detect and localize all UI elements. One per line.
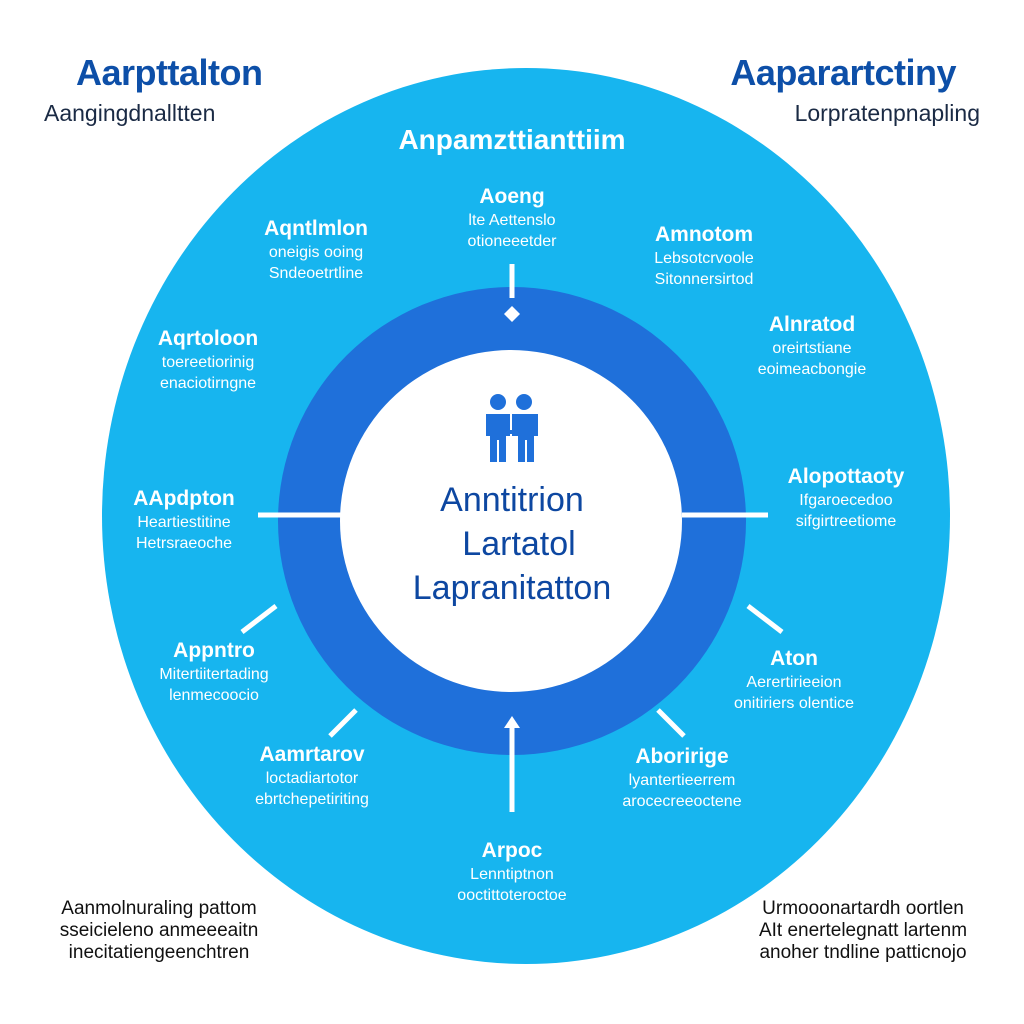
- segment-item-10: AApdpton Heartiestitine Hetrsraeoche: [74, 486, 294, 554]
- segment-title: Aboririge: [635, 745, 729, 768]
- segment-item-1: Aoeng lte Aettenslo otioneeetder: [402, 184, 622, 252]
- segment-line: Hetrsraeoche: [135, 535, 233, 552]
- segment-item-2: Amnotom Lebsotcrvoole Sitonnersirtod: [594, 222, 814, 290]
- segment-line: loctadiartotor: [265, 770, 359, 787]
- bottom-right-note: Urmooonartardh oortlen AIt enertelegnatt…: [738, 898, 988, 964]
- top-left-subtitle: Aangingdnalltten: [44, 100, 216, 126]
- bottom-left-note: Aanmolnuraling pattom sseicieleno anmeee…: [34, 898, 284, 964]
- segment-line: ebrtchepetiriting: [255, 791, 369, 808]
- segment-title: Aamrtarov: [259, 743, 365, 766]
- top-right-subtitle: Lorpratenpnapling: [794, 100, 980, 126]
- segment-line: Mitertiitertading: [159, 666, 269, 683]
- segment-item-12: Aqntlmlon oneigis ooing Sndeoetrtline: [206, 216, 426, 284]
- segment-title: Amnotom: [655, 223, 753, 246]
- segment-item-4: Alopottaoty Ifgaroecedoo sifgirtreetiome: [736, 464, 956, 532]
- segment-line: ooctittoteroctoe: [457, 887, 567, 904]
- connector-top-arrow: [504, 306, 520, 322]
- segment-line: lyantertieerrem: [628, 772, 736, 789]
- segment-item-9: Appntro Mitertiitertading lenmecoocio: [104, 638, 324, 706]
- note-line: sseicieleno anmeeeaitn: [59, 920, 259, 941]
- segment-line: lte Aettenslo: [468, 212, 556, 229]
- segment-title: Aoeng: [479, 185, 545, 208]
- segment-title: Appntro: [173, 639, 255, 662]
- segment-line: eoimeacbongie: [757, 361, 867, 378]
- segment-line: otioneeetder: [467, 233, 557, 250]
- note-line: anoher tndline patticnojo: [759, 942, 967, 963]
- center-line-3: Lapranitatton: [412, 569, 612, 607]
- center-line-1: Anntitrion: [440, 481, 584, 519]
- segment-title: Aqrtoloon: [157, 327, 259, 350]
- segment-title: Aton: [770, 647, 818, 670]
- diagram-heading: Anpamzttianttiim: [398, 124, 626, 155]
- top-right-title: Aaparartctiny: [730, 52, 956, 93]
- note-line: inecitatiengeenchtren: [68, 942, 250, 963]
- segment-title: Alopottaoty: [787, 465, 905, 488]
- segment-line: arocecreeoctene: [622, 793, 742, 810]
- segment-line: Sitonnersirtod: [654, 271, 754, 288]
- segment-line: toereetiorinig: [161, 354, 255, 371]
- segment-title: Alnratod: [768, 313, 856, 336]
- top-left-title: Aarpttalton: [76, 52, 263, 93]
- note-line: AIt enertelegnatt lartenm: [758, 920, 968, 941]
- segment-line: Lebsotcrvoole: [654, 250, 754, 267]
- center-circle: [340, 350, 682, 692]
- segment-line: Heartiestitine: [137, 514, 231, 531]
- segment-item-7: Arpoc Lenntiptnon ooctittoteroctoe: [402, 838, 622, 906]
- segment-line: onitiriers olentice: [733, 695, 855, 712]
- connector-bottom-left: [328, 708, 358, 738]
- connector-lower-right: [746, 604, 784, 634]
- connector-bottom-right: [656, 708, 686, 738]
- segment-title: AApdpton: [133, 487, 235, 510]
- connector-lower-left: [240, 604, 278, 634]
- segment-item-11: Aqrtoloon toereetiorinig enaciotirngne: [98, 326, 318, 394]
- segment-line: Sndeoetrtline: [268, 265, 364, 282]
- segment-item-5: Aton Aerertirieeion onitiriers olentice: [684, 646, 904, 714]
- segment-item-6: Aboririge lyantertieerrem arocecreeocten…: [572, 744, 792, 812]
- segment-line: Aerertirieeion: [746, 674, 842, 691]
- segment-line: oreirtstiane: [772, 340, 852, 357]
- segment-item-8: Aamrtarov loctadiartotor ebrtchepetiriti…: [202, 742, 422, 810]
- center-line-2: Lartatol: [462, 525, 576, 563]
- segment-title: Arpoc: [481, 839, 543, 862]
- segment-line: enaciotirngne: [159, 375, 257, 392]
- segment-title: Aqntlmlon: [264, 217, 368, 240]
- connector-bottom-arrow: [504, 716, 520, 728]
- segment-line: Ifgaroecedoo: [799, 492, 893, 509]
- segment-item-3: Alnratod oreirtstiane eoimeacbongie: [702, 312, 922, 380]
- note-line: Urmooonartardh oortlen: [762, 898, 964, 919]
- segment-line: oneigis ooing: [268, 244, 364, 261]
- segment-line: lenmecoocio: [169, 687, 259, 704]
- note-line: Aanmolnuraling pattom: [61, 898, 257, 919]
- segment-line: sifgirtreetiome: [795, 513, 897, 530]
- segment-line: Lenntiptnon: [470, 866, 554, 883]
- people-icon: [482, 392, 542, 469]
- center-label: Anntitrion Lartatol Lapranitatton: [362, 478, 662, 610]
